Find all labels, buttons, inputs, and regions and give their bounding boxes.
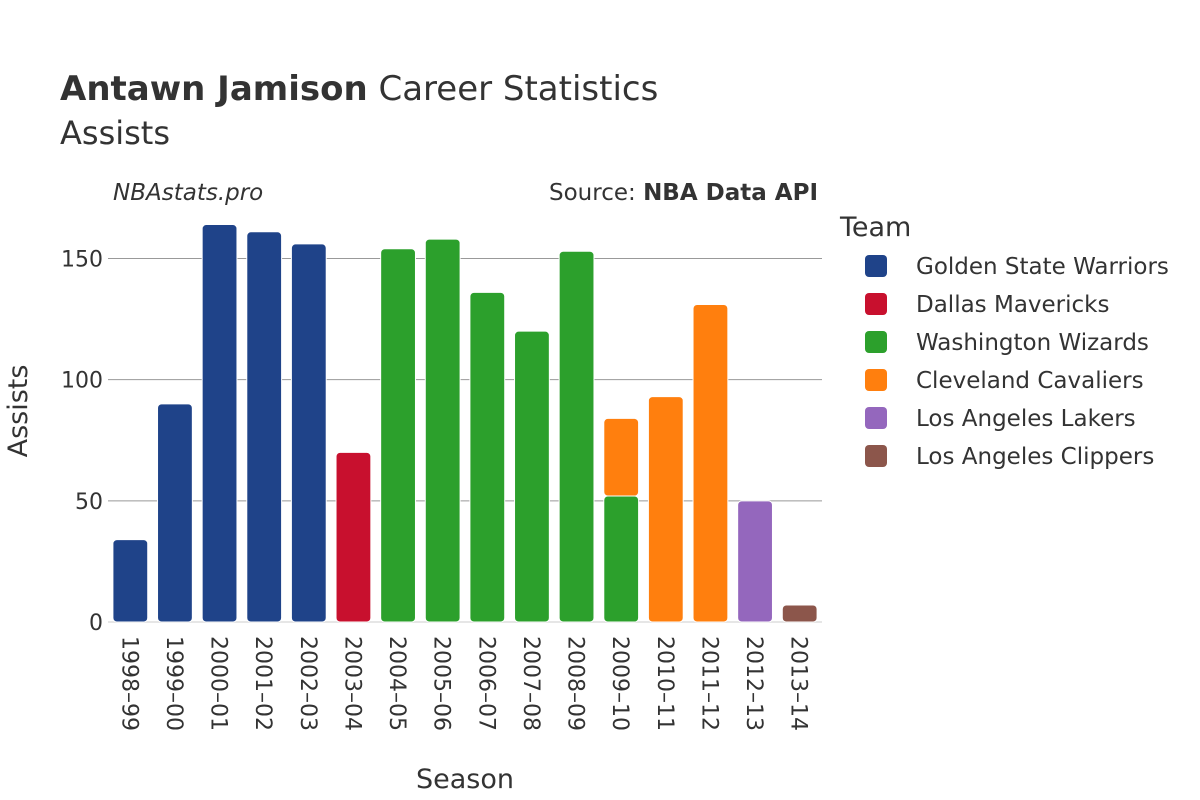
y-tick-label: 150 — [61, 247, 103, 272]
x-tick-label: 2003–04 — [339, 636, 364, 731]
bar-2010–11-cleveland-cavaliers — [647, 396, 684, 623]
x-axis-ticks: 1998–99 1999–00 2000–01 2001–02 2002–03 2003–… — [116, 636, 810, 731]
legend-label: Cleveland Cavaliers — [916, 368, 1144, 394]
y-tick-label: 50 — [75, 490, 103, 515]
legend-label: Los Angeles Lakers — [916, 406, 1136, 432]
x-tick-label: 2007–08 — [518, 636, 543, 731]
bar-2001–02-golden-state-warriors — [246, 231, 283, 623]
bar-2000–01-golden-state-warriors — [201, 224, 238, 623]
bar-1998–99-golden-state-warriors — [112, 539, 149, 623]
x-tick-label: 1998–99 — [116, 636, 141, 731]
bar-2004–05-washington-wizards — [380, 248, 416, 623]
legend-label: Los Angeles Clippers — [916, 444, 1154, 470]
chart-title-rest: Career Statistics — [368, 69, 659, 109]
legend-swatch — [865, 445, 887, 467]
bars — [112, 224, 818, 623]
source-label: Source: — [549, 180, 643, 206]
watermark: NBAstats.pro — [113, 180, 263, 206]
legend-swatch — [865, 255, 887, 277]
bar-2003–04-dallas-mavericks — [335, 451, 372, 623]
legend-label: Washington Wizards — [916, 330, 1149, 356]
x-tick-label: 1999–00 — [161, 636, 186, 731]
source-text: Source: NBA Data API — [549, 180, 818, 206]
x-tick-label: 2004–05 — [384, 636, 409, 731]
y-tick-label: 0 — [89, 611, 103, 636]
legend-swatch — [865, 407, 887, 429]
y-axis-ticks: 0 50 100 150 — [61, 247, 103, 636]
x-tick-label: 2008–09 — [563, 636, 588, 731]
chart-title-bold: Antawn Jamison — [60, 69, 368, 109]
bar-2012–13-los-angeles-lakers — [737, 500, 773, 623]
x-tick-label: 2002–03 — [295, 636, 320, 731]
x-tick-label: 2001–02 — [250, 636, 275, 731]
bar-1999–00-golden-state-warriors — [157, 403, 193, 623]
x-tick-label: 2013–14 — [786, 636, 811, 731]
x-tick-label: 2006–07 — [473, 636, 498, 731]
x-tick-label: 2000–01 — [206, 636, 231, 731]
chart-subtitle: Assists — [60, 114, 170, 152]
source-value: NBA Data API — [643, 180, 818, 206]
legend-label: Golden State Warriors — [916, 254, 1169, 280]
bar-2011–12-cleveland-cavaliers — [692, 304, 729, 623]
y-axis-title: Assists — [3, 365, 34, 458]
x-tick-label: 2005–06 — [429, 636, 454, 731]
chart-title-group: Antawn Jamison Career Statistics Assists — [60, 69, 658, 152]
bar-2008–09-washington-wizards — [558, 250, 595, 623]
legend-label: Dallas Mavericks — [916, 292, 1109, 318]
legend-title: Team — [839, 212, 911, 243]
bar-2009–10-cleveland-cavaliers — [603, 417, 640, 497]
bar-2013–14-los-angeles-clippers — [781, 604, 818, 623]
legend: Team Golden State Warriors Dallas Maveric… — [839, 212, 1169, 470]
x-axis-title: Season — [416, 764, 514, 795]
x-tick-label: 2009–10 — [607, 636, 632, 731]
y-tick-label: 100 — [61, 369, 103, 394]
legend-swatch — [865, 369, 887, 391]
x-tick-label: 2012–13 — [741, 636, 766, 731]
x-tick-label: 2010–11 — [652, 636, 677, 731]
x-tick-label: 2011–12 — [696, 636, 721, 731]
bar-2005–06-washington-wizards — [424, 238, 461, 623]
chart-title: Antawn Jamison Career Statistics — [60, 69, 658, 109]
bar-2007–08-washington-wizards — [514, 330, 550, 623]
bar-2009–10-washington-wizards — [603, 495, 640, 623]
legend-swatch — [865, 331, 887, 353]
bar-2006–07-washington-wizards — [469, 291, 506, 623]
bar-2002–03-golden-state-warriors — [290, 243, 327, 623]
legend-swatch — [865, 293, 887, 315]
